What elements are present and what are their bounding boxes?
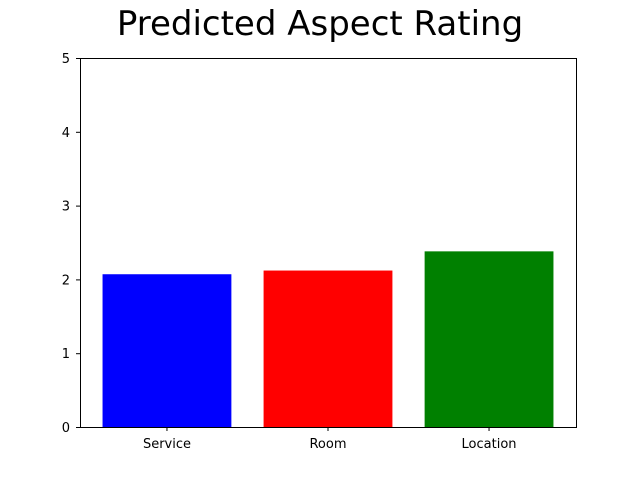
bar-room <box>263 270 393 427</box>
x-tick-label: Service <box>143 437 191 452</box>
x-tick-label: Room <box>309 437 346 452</box>
bar-location <box>424 251 554 427</box>
bars-layer <box>102 251 554 427</box>
bar-service <box>102 274 232 427</box>
y-tick-label: 5 <box>62 52 70 67</box>
chart-title: Predicted Aspect Rating <box>116 4 524 44</box>
y-tick-label: 0 <box>62 421 70 436</box>
y-tick-label: 1 <box>62 347 70 362</box>
y-tick-label: 4 <box>62 126 70 141</box>
x-axis: Service Room Location <box>143 427 517 452</box>
y-axis: 0 1 2 3 4 5 <box>62 52 80 436</box>
y-tick-label: 2 <box>62 273 70 288</box>
x-tick-label: Location <box>462 437 517 452</box>
y-tick-label: 3 <box>62 200 70 215</box>
